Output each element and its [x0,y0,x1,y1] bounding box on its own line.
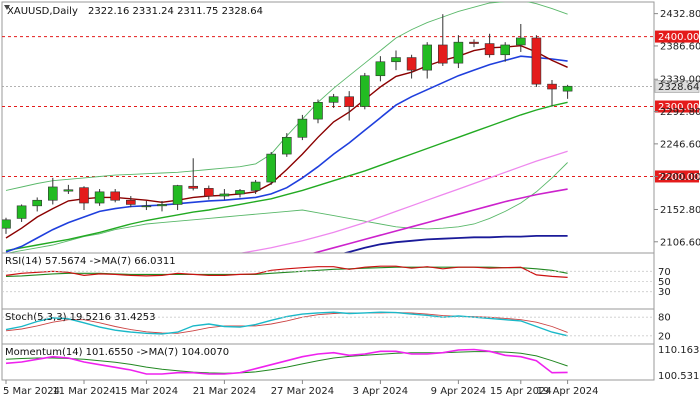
candle-body[interactable] [158,204,167,205]
candle-body[interactable] [282,137,291,154]
date-tick-label: 11 Mar 2024 [52,386,115,397]
price-tick-label: 2246.60 [660,139,700,150]
candle-body[interactable] [470,42,479,43]
candle-body[interactable] [548,84,557,89]
momentum-title: Momentum(14) 101.6550 ->MA(7) 104.0070 [5,347,229,358]
candle-body[interactable] [17,206,26,219]
candle-body[interactable] [329,97,338,103]
candle-body[interactable] [360,76,369,107]
candle-body[interactable] [173,186,182,205]
date-tick-label: 21 Mar 2024 [193,386,256,397]
stochastic-tick-label: 20 [658,331,671,342]
candle-body[interactable] [454,42,463,63]
candle-body[interactable] [501,45,510,55]
candle-body[interactable] [111,192,120,200]
candle-body[interactable] [33,200,42,206]
momentum-panel: 110.1632 100.531 Momentum(14) 101.6550 ->… [2,344,700,382]
momentum-tick-label: 100.531 [658,371,699,382]
candle-body[interactable] [220,194,229,196]
candle-body[interactable] [48,187,57,200]
candle-body[interactable] [204,188,213,196]
candle-body[interactable] [392,58,401,62]
candle-body[interactable] [2,220,11,228]
ohlc-values: 2322.16 2331.24 2311.75 2328.64 [88,6,263,17]
candle-body[interactable] [80,188,89,203]
candle-body[interactable] [376,62,385,76]
price-tick-label: 2106.60 [660,237,700,248]
stochastic-title: Stoch(5,3,3) 19.5216 31.4253 [5,312,156,323]
candle-body[interactable] [345,97,354,107]
candle-body[interactable] [407,58,416,71]
candle-body[interactable] [189,186,198,188]
candle-body[interactable] [267,154,276,182]
candle-body[interactable] [563,86,572,91]
price-tick-label: 2432.80 [660,9,700,20]
candle-body[interactable] [142,206,151,207]
date-tick-label: 27 Mar 2024 [271,386,334,397]
stochastic-tick-label: 80 [658,313,671,324]
rsi-title: RSI(14) 57.5674 ->MA(7) 66.0311 [5,256,176,267]
candle-body[interactable] [532,38,541,84]
price-tick-label: 2339.00 [660,75,700,86]
candle-body[interactable] [126,200,135,204]
candle-body[interactable] [236,190,245,193]
candle-body[interactable] [423,45,432,70]
date-tick-label: 3 Apr 2024 [353,386,408,397]
symbol-info: XAUUSD,Daily [7,6,78,17]
momentum-tick-label: 110.1632 [658,345,700,356]
candle-body[interactable] [298,119,307,137]
candle-body[interactable] [64,190,73,191]
candle-body[interactable] [95,192,104,203]
candle-body[interactable] [438,45,447,63]
candle-body[interactable] [485,44,494,55]
rsi-tick-label: 30 [658,287,671,298]
date-tick-label: 15 Mar 2024 [115,386,178,397]
date-tick-label: 19 Apr 2024 [537,386,599,397]
price-tick-label: 2200.00 [660,172,700,183]
candle-body[interactable] [314,102,323,119]
candle-body[interactable] [251,182,260,190]
price-tick-label: 2292.80 [660,107,700,118]
stochastic-panel: 80 20 Stoch(5,3,3) 19.5216 31.4253 [2,309,671,344]
date-tick-label: 9 Apr 2024 [431,386,486,397]
price-tick-label: 2386.60 [660,41,700,52]
candle-body[interactable] [516,38,525,45]
price-tick-label: 2152.80 [660,205,700,216]
